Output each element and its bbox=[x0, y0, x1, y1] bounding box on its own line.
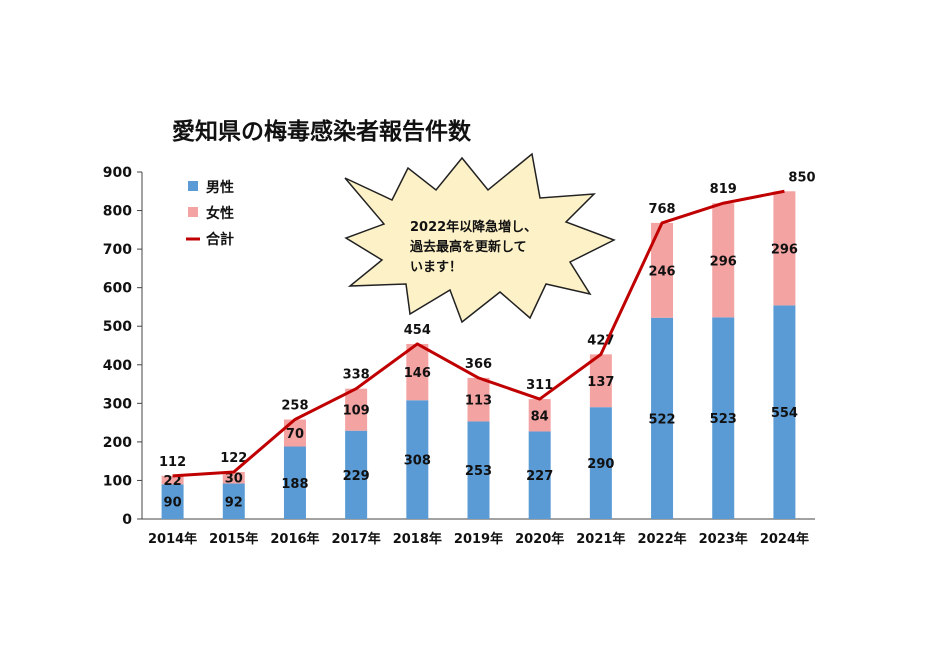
data-label-female: 113 bbox=[465, 394, 492, 409]
data-label-male: 229 bbox=[343, 469, 370, 484]
data-label-female: 296 bbox=[771, 242, 798, 257]
y-tick-label: 600 bbox=[103, 281, 132, 297]
callout-text-line: 過去最高を更新して bbox=[409, 239, 527, 255]
bar-male bbox=[651, 317, 674, 519]
bar-female bbox=[773, 191, 796, 306]
legend-label-total: 合計 bbox=[206, 231, 234, 248]
data-label-total: 311 bbox=[526, 378, 553, 393]
data-label-total: 338 bbox=[343, 368, 370, 383]
bar-female bbox=[651, 222, 674, 318]
bar-male bbox=[773, 305, 796, 519]
bar-labels: 90 22 112 92 30 122 188 70 258 229 109 338 308 146 454… bbox=[159, 170, 816, 510]
data-label-female: 246 bbox=[648, 264, 675, 279]
bar-male bbox=[528, 431, 551, 519]
data-label-female: 22 bbox=[164, 474, 182, 489]
data-label-male: 522 bbox=[648, 412, 675, 427]
bar-male bbox=[589, 407, 612, 519]
legend-label-female: 女性 bbox=[206, 205, 234, 222]
y-tick-label: 500 bbox=[103, 319, 132, 335]
x-tick-label: 2016年 bbox=[270, 531, 319, 547]
callout-text-line: 2022年以降急増し、 bbox=[410, 219, 537, 235]
legend-swatch-male bbox=[188, 181, 198, 191]
bar-male bbox=[283, 446, 306, 519]
data-label-total: 122 bbox=[220, 451, 247, 466]
y-tick-label: 800 bbox=[103, 204, 132, 220]
legend-swatch-female bbox=[188, 207, 198, 217]
y-tick-label: 900 bbox=[103, 165, 132, 181]
axes: 0 100 200 300 400 500 600 700 800 900 2014年 2015年 20… bbox=[103, 165, 815, 547]
data-label-male: 92 bbox=[225, 495, 243, 510]
x-tick-label: 2018年 bbox=[393, 531, 442, 547]
data-label-total: 258 bbox=[281, 399, 308, 414]
data-label-total: 768 bbox=[648, 202, 675, 217]
total-series-line bbox=[172, 189, 785, 478]
data-label-total: 850 bbox=[788, 170, 815, 185]
chart-title: 愛知県の梅毒感染者報告件数 bbox=[172, 118, 472, 145]
data-label-male: 188 bbox=[281, 477, 308, 492]
y-tick-label: 0 bbox=[122, 512, 132, 528]
data-label-male: 253 bbox=[465, 464, 492, 479]
data-label-male: 308 bbox=[404, 454, 431, 469]
x-tick-label: 2020年 bbox=[515, 531, 564, 547]
data-label-male: 554 bbox=[771, 406, 798, 421]
bar-male bbox=[406, 400, 429, 519]
bars bbox=[161, 191, 796, 519]
x-tick-label: 2022年 bbox=[637, 531, 686, 547]
bar-female bbox=[712, 203, 735, 318]
bar-female bbox=[406, 343, 429, 401]
data-label-female: 146 bbox=[404, 366, 431, 381]
data-label-female: 109 bbox=[343, 404, 370, 419]
bar-female bbox=[222, 471, 245, 484]
y-tick-label: 100 bbox=[103, 473, 132, 489]
data-label-total: 819 bbox=[710, 182, 737, 197]
data-label-male: 523 bbox=[710, 412, 737, 427]
bar-female bbox=[161, 475, 184, 485]
bar-male bbox=[467, 421, 490, 519]
y-tick-label: 400 bbox=[103, 358, 132, 374]
data-label-total: 112 bbox=[159, 455, 186, 470]
data-label-female: 137 bbox=[587, 375, 614, 390]
x-tick-label: 2024年 bbox=[760, 531, 809, 547]
x-tick-label: 2014年 bbox=[148, 531, 197, 547]
y-tick-label: 700 bbox=[103, 242, 132, 258]
y-tick-label: 300 bbox=[103, 396, 132, 412]
y-tick-label: 200 bbox=[103, 435, 132, 451]
data-label-male: 227 bbox=[526, 469, 553, 484]
legend-label-male: 男性 bbox=[206, 179, 234, 196]
data-label-total: 366 bbox=[465, 357, 492, 372]
bar-female bbox=[467, 377, 490, 422]
bar-male bbox=[712, 317, 735, 519]
data-label-male: 90 bbox=[164, 496, 182, 511]
callout-text-line: います！ bbox=[410, 260, 462, 275]
bar-male bbox=[345, 430, 368, 519]
data-label-female: 84 bbox=[531, 409, 549, 424]
bar-female bbox=[345, 388, 368, 431]
data-label-female: 30 bbox=[225, 472, 243, 487]
x-tick-label: 2023年 bbox=[699, 531, 748, 547]
x-tick-label: 2019年 bbox=[454, 531, 503, 547]
bar-female bbox=[283, 419, 306, 447]
total-line bbox=[172, 189, 785, 478]
data-label-female: 70 bbox=[286, 427, 304, 442]
bar-female bbox=[589, 354, 612, 408]
x-tick-label: 2021年 bbox=[576, 531, 625, 547]
x-tick-label: 2017年 bbox=[332, 531, 381, 547]
bar-male bbox=[222, 483, 245, 519]
bar-male bbox=[161, 484, 184, 519]
data-label-male: 290 bbox=[587, 457, 614, 472]
data-label-total: 454 bbox=[404, 323, 431, 338]
data-label-female: 296 bbox=[710, 254, 737, 269]
bar-female bbox=[528, 399, 551, 432]
x-tick-label: 2015年 bbox=[209, 531, 258, 547]
callout-burst bbox=[344, 152, 616, 324]
